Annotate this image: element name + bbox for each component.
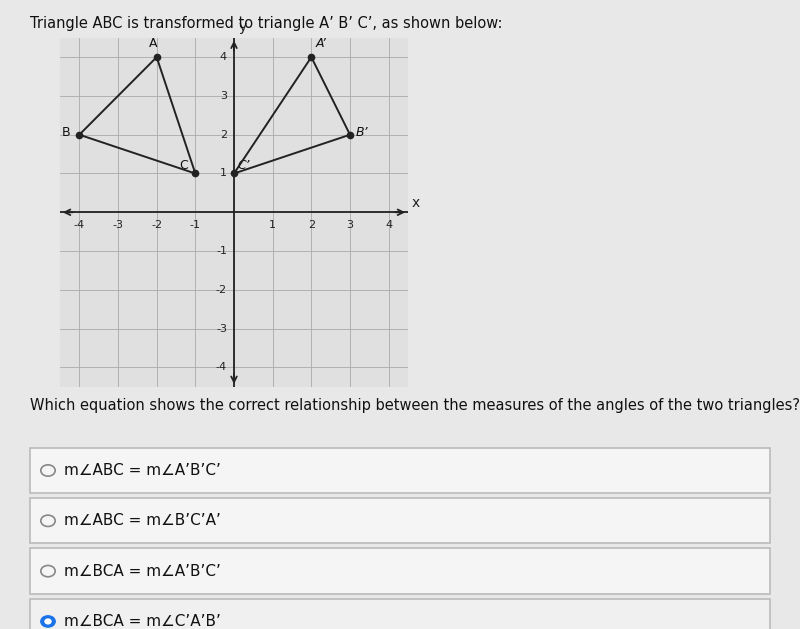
Text: -2: -2 (151, 220, 162, 230)
Text: -4: -4 (74, 220, 85, 230)
Text: C’: C’ (237, 159, 250, 172)
Text: m∠ABC = m∠B’C’A’: m∠ABC = m∠B’C’A’ (64, 513, 221, 528)
Text: B: B (62, 126, 71, 139)
Text: x: x (412, 196, 420, 210)
Text: 2: 2 (308, 220, 315, 230)
Text: -1: -1 (190, 220, 201, 230)
Text: 1: 1 (269, 220, 276, 230)
Text: Triangle ABC is transformed to triangle A’ B’ C’, as shown below:: Triangle ABC is transformed to triangle … (30, 16, 503, 31)
Text: -3: -3 (113, 220, 123, 230)
Text: A’: A’ (316, 37, 327, 50)
Text: A: A (149, 37, 157, 50)
Text: 4: 4 (220, 52, 227, 62)
Text: y: y (238, 20, 247, 34)
Text: Which equation shows the correct relationship between the measures of the angles: Which equation shows the correct relatio… (30, 398, 800, 413)
Text: 2: 2 (220, 130, 227, 140)
Text: -1: -1 (216, 246, 227, 256)
Text: -2: -2 (216, 285, 227, 295)
Text: m∠BCA = m∠A’B’C’: m∠BCA = m∠A’B’C’ (64, 564, 221, 579)
Text: -4: -4 (216, 362, 227, 372)
Text: m∠BCA = m∠C’A’B’: m∠BCA = m∠C’A’B’ (64, 614, 221, 629)
Text: 3: 3 (346, 220, 354, 230)
Text: 1: 1 (220, 169, 227, 179)
Text: 3: 3 (220, 91, 227, 101)
Text: B’: B’ (356, 126, 369, 139)
Text: 4: 4 (385, 220, 392, 230)
Text: C: C (180, 159, 188, 172)
Text: -3: -3 (216, 324, 227, 333)
Text: m∠ABC = m∠A’B’C’: m∠ABC = m∠A’B’C’ (64, 463, 221, 478)
